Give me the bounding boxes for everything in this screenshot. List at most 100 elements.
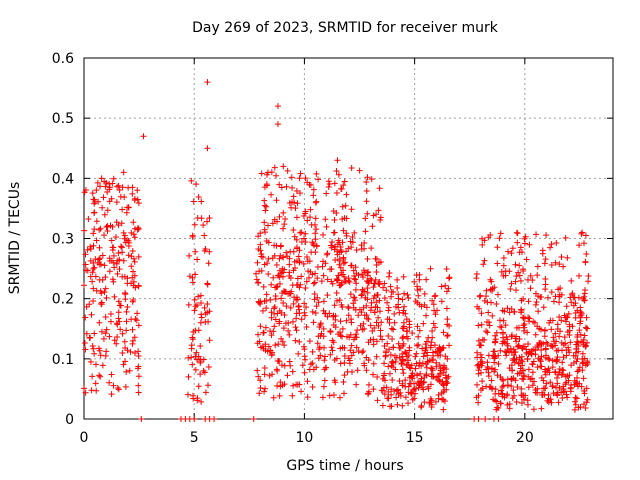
- data-point: [475, 337, 482, 344]
- data-point: [333, 290, 340, 297]
- data-point: [320, 298, 327, 305]
- data-point: [513, 287, 520, 294]
- data-point: [257, 241, 264, 248]
- data-point: [362, 215, 369, 222]
- data-point: [542, 371, 549, 378]
- data-point: [514, 230, 521, 237]
- data-point: [277, 252, 284, 259]
- data-point: [129, 247, 136, 254]
- data-point: [475, 416, 482, 422]
- data-point: [259, 307, 266, 314]
- data-point: [255, 279, 262, 286]
- data-point: [118, 244, 125, 251]
- data-point: [512, 278, 519, 285]
- data-point: [331, 216, 338, 223]
- data-point: [432, 311, 439, 318]
- data-point: [330, 322, 337, 329]
- data-point: [564, 314, 571, 321]
- data-point: [326, 181, 333, 188]
- data-point: [276, 181, 283, 188]
- data-point: [548, 289, 555, 296]
- data-point: [542, 345, 549, 352]
- data-point: [412, 353, 419, 360]
- data-point: [414, 287, 421, 294]
- data-point: [514, 384, 521, 391]
- data-point: [327, 328, 334, 335]
- data-point: [276, 255, 283, 262]
- data-point: [99, 362, 106, 369]
- data-point: [204, 309, 211, 316]
- y-tick-label: 0.6: [52, 51, 74, 67]
- data-point: [322, 353, 329, 360]
- data-point: [388, 293, 395, 300]
- data-point: [525, 366, 532, 373]
- data-point: [271, 216, 278, 223]
- data-point: [345, 355, 352, 362]
- data-point: [106, 184, 113, 191]
- data-point: [90, 298, 97, 305]
- data-point: [304, 378, 311, 385]
- data-point: [110, 244, 117, 251]
- data-point: [556, 293, 563, 300]
- data-point: [131, 350, 138, 357]
- data-point: [414, 372, 421, 379]
- data-point: [523, 256, 530, 263]
- data-point: [473, 271, 480, 278]
- data-point: [135, 322, 142, 329]
- data-point: [474, 349, 481, 356]
- data-point: [344, 368, 351, 375]
- data-point: [321, 310, 328, 317]
- data-point: [365, 268, 372, 275]
- data-point: [263, 305, 270, 312]
- data-point: [302, 230, 309, 237]
- data-point: [106, 333, 113, 340]
- data-point: [128, 229, 135, 236]
- data-point: [115, 249, 122, 256]
- data-point: [475, 370, 482, 377]
- data-point: [323, 251, 330, 258]
- data-point: [483, 287, 490, 294]
- data-point: [538, 353, 545, 360]
- data-point: [418, 303, 425, 310]
- data-point: [358, 292, 365, 299]
- data-point: [388, 403, 395, 410]
- data-point: [265, 271, 272, 278]
- data-point: [333, 276, 340, 283]
- data-point: [431, 307, 438, 314]
- data-point: [560, 354, 567, 361]
- data-point: [280, 300, 287, 307]
- data-point: [81, 189, 88, 196]
- data-point: [572, 300, 579, 307]
- data-point: [98, 300, 105, 307]
- data-point: [203, 218, 210, 225]
- data-point: [514, 370, 521, 377]
- data-point: [278, 270, 285, 277]
- data-point: [477, 386, 484, 393]
- data-point: [558, 317, 565, 324]
- data-point: [440, 329, 447, 336]
- data-point: [400, 325, 407, 332]
- data-point: [123, 368, 130, 375]
- data-point: [121, 273, 128, 280]
- data-point: [254, 367, 261, 374]
- data-point: [418, 380, 425, 387]
- data-point: [345, 303, 352, 310]
- data-point: [91, 350, 98, 357]
- data-point: [512, 348, 519, 355]
- data-point: [403, 316, 410, 323]
- data-point: [441, 398, 448, 405]
- data-point: [423, 372, 430, 379]
- data-point: [268, 281, 275, 288]
- data-point: [486, 322, 493, 329]
- data-point: [537, 294, 544, 301]
- data-point: [560, 383, 567, 390]
- data-point: [83, 330, 90, 337]
- data-point: [379, 402, 386, 409]
- data-point: [89, 190, 96, 197]
- data-point: [302, 208, 309, 215]
- data-point: [405, 400, 412, 407]
- data-point: [521, 321, 528, 328]
- data-point: [200, 356, 207, 363]
- data-point: [101, 289, 108, 296]
- data-point: [553, 239, 560, 246]
